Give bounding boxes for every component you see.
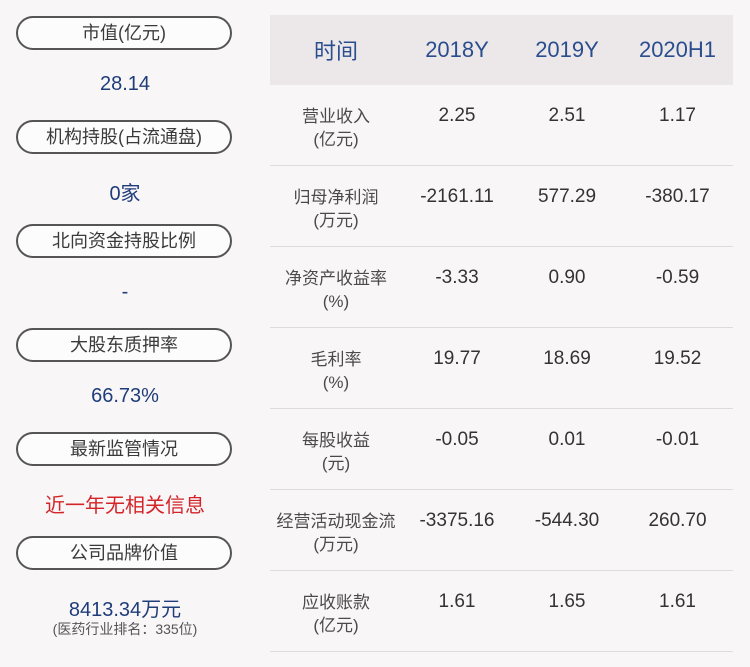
cell-2018: -3.33 xyxy=(435,267,479,288)
pledge-ratio-value: 66.73% xyxy=(91,385,159,407)
cell-2019: -544.30 xyxy=(534,510,600,531)
table-row: 经营活动现金流 (万元) -3375.16 -544.30 260.70 xyxy=(270,490,733,571)
row-label: 净资产收益率 (%) xyxy=(285,269,387,311)
cell-2019: 0.01 xyxy=(548,429,586,450)
cell-2020h1: -0.01 xyxy=(655,429,700,450)
table-row: 营业收入 (亿元) 2.25 2.51 1.17 xyxy=(270,85,733,166)
table-row: 净资产收益率 (%) -3.33 0.90 -0.59 xyxy=(270,247,733,328)
cell-2020h1: 1.61 xyxy=(659,591,696,612)
cell-2020h1: -0.59 xyxy=(655,267,700,288)
cell-2019: 2.51 xyxy=(548,105,586,126)
brand-rank-note: (医药行业排名：335位) xyxy=(52,621,198,637)
table-header: 时间 2018Y 2019Y 2020H1 xyxy=(270,15,733,85)
cell-2020h1: 19.52 xyxy=(653,348,702,369)
cell-2018: -0.05 xyxy=(435,429,479,450)
header-2019: 2019Y xyxy=(535,37,599,62)
northbound-value: - xyxy=(121,281,129,303)
pledge-ratio-label: 大股东质押率 xyxy=(16,328,232,362)
cell-2019: 0.90 xyxy=(548,267,586,288)
market-cap-label: 市值(亿元) xyxy=(16,16,232,50)
cell-2020h1: -380.17 xyxy=(645,186,710,207)
cell-2018: 1.61 xyxy=(438,591,476,612)
northbound-label: 北向资金持股比例 xyxy=(16,224,232,258)
table-row: 归母净利润 (万元) -2161.11 577.29 -380.17 xyxy=(270,166,733,247)
brand-value-value: 8413.34万元 xyxy=(68,599,182,621)
cell-2018: -2161.11 xyxy=(420,186,494,207)
regulation-value: 近一年无相关信息 xyxy=(45,495,205,517)
row-label: 经营活动现金流 (万元) xyxy=(276,512,396,554)
cell-2018: -3375.16 xyxy=(419,510,495,531)
table-row: 毛利率 (%) 19.77 18.69 19.52 xyxy=(270,328,733,409)
market-cap-value: 28.14 xyxy=(99,73,151,95)
row-label: 应收账款 (亿元) xyxy=(302,593,370,635)
cell-2020h1: 1.17 xyxy=(659,105,696,126)
regulation-label: 最新监管情况 xyxy=(16,432,232,466)
table-row: 应收账款 (亿元) 1.61 1.65 1.61 xyxy=(270,571,733,652)
header-time: 时间 xyxy=(313,39,358,64)
cell-2019: 1.65 xyxy=(548,591,586,612)
cell-2018: 2.25 xyxy=(438,105,476,126)
financial-table: 时间 2018Y 2019Y 2020H1 营业收入 (亿元) 2.25 2.51… xyxy=(270,15,733,652)
institution-holding-label: 机构持股(占流通盘) xyxy=(16,120,232,154)
institution-holding-value: 0家 xyxy=(109,183,141,205)
row-label: 归母净利润 (万元) xyxy=(293,188,379,230)
header-2018: 2018Y xyxy=(425,37,489,62)
left-panel: 市值(亿元) 28.14 机构持股(占流通盘) 0家 北向资金持股比例 - 大股… xyxy=(0,0,250,667)
cell-2019: 18.69 xyxy=(543,348,591,369)
cell-2018: 19.77 xyxy=(433,348,481,369)
cell-2019: 577.29 xyxy=(537,186,597,207)
row-label: 营业收入 (亿元) xyxy=(302,107,370,149)
brand-value-label: 公司品牌价值 xyxy=(16,536,232,570)
cell-2020h1: 260.70 xyxy=(648,510,707,531)
table-row: 每股收益 (元) -0.05 0.01 -0.01 xyxy=(270,409,733,490)
row-label: 毛利率 (%) xyxy=(310,350,362,392)
header-2020h1: 2020H1 xyxy=(638,37,717,62)
row-label: 每股收益 (元) xyxy=(302,431,370,473)
